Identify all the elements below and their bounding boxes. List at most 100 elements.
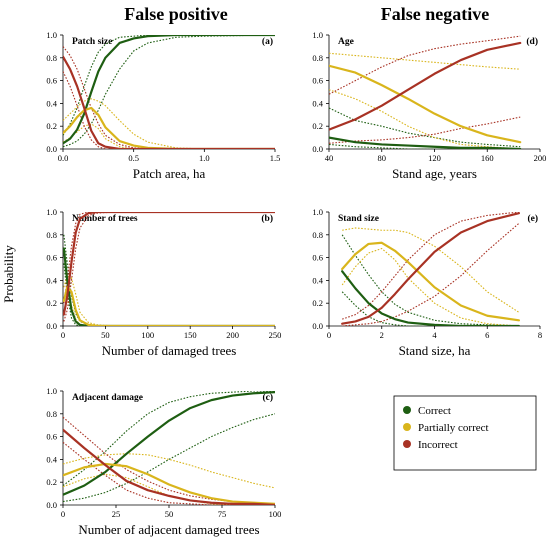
y-tick-label: 0.0 — [312, 321, 323, 331]
x-tick-label: 2 — [380, 330, 384, 340]
x-axis-label: Stand age, years — [392, 166, 477, 181]
panel-letter: (b) — [261, 213, 273, 224]
panel-stand-size: 0 2 4 6 8 0.0 0.2 0.4 0.6 0.8 1.0 Stand size, ha Sta… — [312, 207, 542, 358]
y-tick-label: 0.8 — [46, 53, 57, 63]
x-tick-label: 0.5 — [128, 153, 139, 163]
y-tick-label: 1.0 — [312, 207, 323, 217]
series-mean-line — [63, 55, 275, 149]
panel-series — [341, 212, 520, 326]
series-mean-line — [63, 428, 275, 505]
y-tick-label: 0.4 — [46, 98, 57, 108]
x-tick-label: 0 — [61, 509, 65, 519]
x-tick-label: 75 — [218, 509, 227, 519]
x-tick-label: 25 — [112, 509, 121, 519]
series-mean-line — [63, 462, 275, 505]
panel-title: Patch size — [72, 37, 112, 47]
panel-age: 40 80 120 160 200 0.0 0.2 0.4 0.6 0.8 1.0 Stand age… — [312, 30, 546, 181]
series-lower-bound — [63, 35, 275, 148]
series-lower-bound — [329, 89, 521, 149]
series-mean-line — [63, 286, 275, 326]
series-mean-line — [329, 136, 522, 149]
x-tick-label: 200 — [534, 153, 547, 163]
series-mean-line — [341, 241, 520, 322]
y-tick-label: 0.8 — [312, 53, 323, 63]
column-title-false-negative: False negative — [381, 4, 489, 24]
panel-adjacent-damage: 0 25 50 75 100 0.0 0.2 0.4 0.6 0.8 1.0 Number of ad… — [46, 386, 281, 537]
x-tick-label: 50 — [165, 509, 174, 519]
x-tick-label: 50 — [101, 330, 110, 340]
legend-marker-incorrect — [403, 440, 411, 448]
series-lower-bound — [341, 247, 519, 326]
x-tick-label: 0.0 — [58, 153, 69, 163]
series-upper-bound — [329, 107, 521, 148]
panel-letter: (c) — [262, 392, 273, 403]
x-tick-label: 160 — [481, 153, 494, 163]
legend-label-incorrect: Incorrect — [418, 439, 458, 451]
series-lower-bound — [63, 263, 275, 326]
series-upper-bound — [63, 46, 275, 149]
panel-letter: (d) — [526, 36, 538, 47]
series-lower-bound — [329, 116, 521, 144]
y-tick-label: 1.0 — [46, 30, 57, 40]
y-tick-label: 0.4 — [46, 454, 57, 464]
x-tick-label: 200 — [226, 330, 239, 340]
y-tick-label: 0.2 — [312, 121, 323, 131]
y-tick-label: 0.6 — [312, 76, 323, 86]
series-upper-bound — [63, 98, 275, 149]
series-upper-bound — [63, 275, 275, 326]
panel-series — [63, 35, 275, 149]
y-tick-label: 1.0 — [312, 30, 323, 40]
x-tick-label: 0 — [327, 330, 331, 340]
series-upper-bound — [329, 35, 521, 95]
y-tick-label: 1.0 — [46, 207, 57, 217]
y-tick-label: 0.6 — [46, 76, 57, 86]
series-lower-bound — [341, 291, 519, 326]
series-lower-bound — [342, 222, 520, 326]
x-axis-label: Number of damaged trees — [102, 343, 237, 358]
panel-series — [63, 212, 275, 326]
panel-series — [63, 391, 275, 505]
series-mean-line — [329, 41, 522, 131]
panel-title: Number of trees — [72, 214, 138, 224]
x-axis-label: Patch area, ha — [133, 166, 206, 181]
series-upper-bound — [342, 212, 519, 320]
panel-letter: (a) — [262, 36, 273, 47]
series-upper-bound — [63, 416, 275, 505]
legend-marker-correct — [403, 406, 411, 414]
y-tick-label: 0.0 — [46, 321, 57, 331]
series-mean-line — [63, 106, 275, 149]
panel-patch-size: 0.0 0.5 1.0 1.5 0.0 0.2 0.4 0.6 0.8 1.0 Patch area… — [46, 30, 280, 181]
y-tick-label: 0.8 — [46, 230, 57, 240]
series-upper-bound — [63, 391, 275, 487]
series-upper-bound — [341, 234, 519, 326]
legend-label-correct: Correct — [418, 405, 451, 417]
y-tick-label: 0.0 — [312, 144, 323, 154]
series-lower-bound — [63, 441, 275, 505]
x-tick-label: 0 — [61, 330, 65, 340]
panel-title: Stand size — [338, 214, 379, 224]
panels-container: 0.0 0.5 1.0 1.5 0.0 0.2 0.4 0.6 0.8 1.0 Patch area… — [46, 30, 546, 537]
y-axis-label: Probability — [1, 245, 16, 303]
y-tick-label: 0.2 — [46, 477, 57, 487]
panel-title: Age — [338, 37, 354, 47]
series-upper-bound — [63, 212, 275, 304]
legend: Correct Partially correct Incorrect — [393, 395, 537, 471]
series-lower-bound — [63, 413, 275, 503]
y-tick-label: 0.0 — [46, 500, 57, 510]
series-upper-bound — [329, 52, 521, 70]
x-tick-label: 6 — [485, 330, 489, 340]
panel-title: Adjacent damage — [72, 393, 143, 403]
y-tick-label: 0.2 — [46, 298, 57, 308]
series-mean-line — [63, 212, 275, 316]
y-tick-label: 0.4 — [312, 98, 323, 108]
y-tick-label: 1.0 — [46, 386, 57, 396]
y-tick-label: 0.4 — [312, 275, 323, 285]
panel-series — [329, 35, 522, 149]
legend-marker-partially-correct — [403, 423, 411, 431]
series-upper-bound — [63, 234, 275, 326]
x-axis-label: Number of adjacent damaged trees — [78, 522, 259, 537]
y-tick-label: 0.8 — [312, 230, 323, 240]
panel-letter: (e) — [527, 213, 538, 224]
y-tick-label: 0.8 — [46, 409, 57, 419]
x-axis-label: Stand size, ha — [399, 343, 471, 358]
